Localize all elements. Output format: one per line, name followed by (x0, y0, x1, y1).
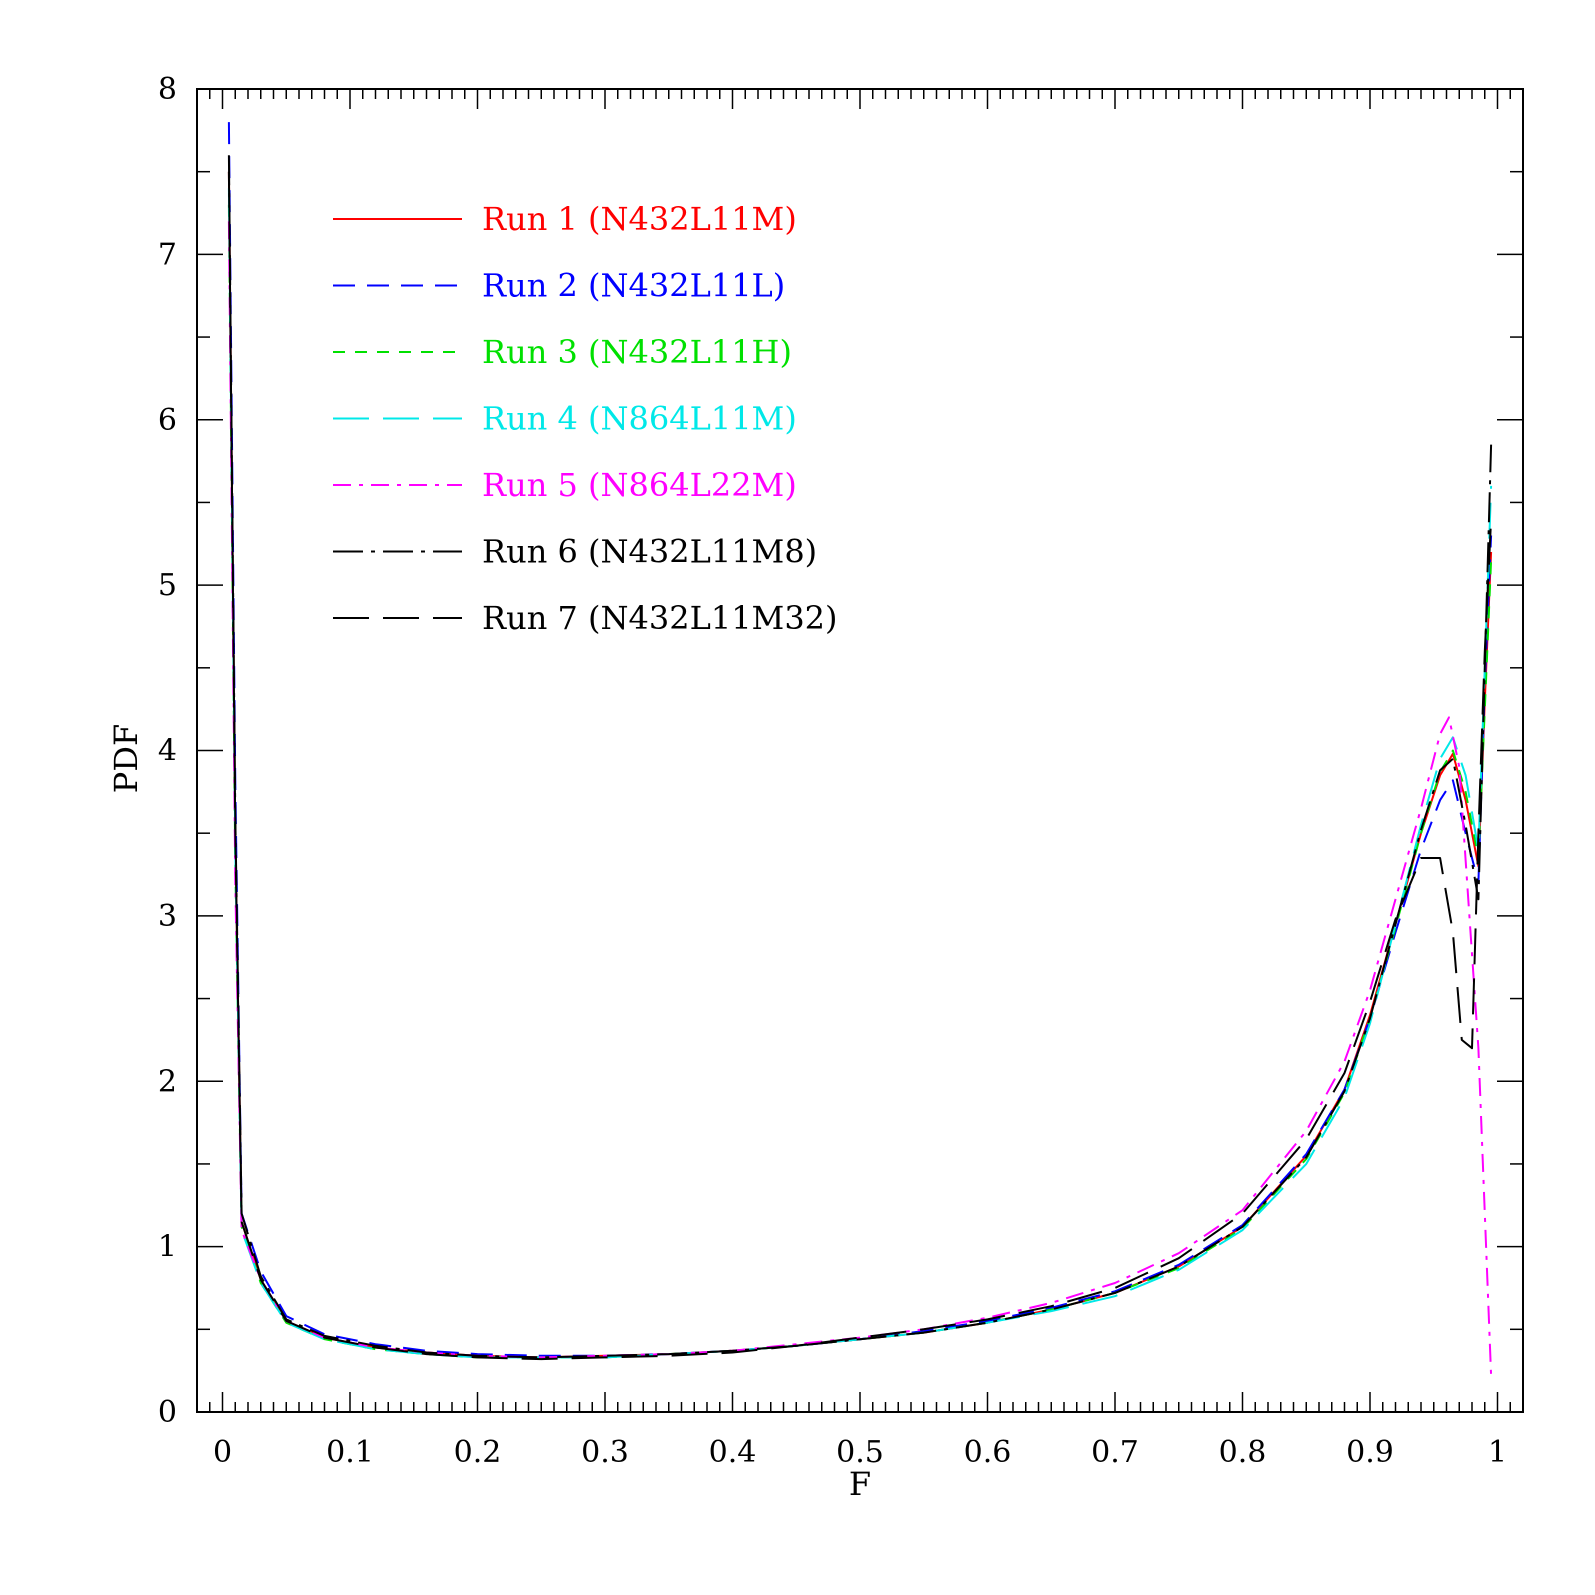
legend-label-run-7: Run 7 (N432L11M32) (482, 599, 838, 637)
x-tick-label: 0.3 (581, 1435, 629, 1470)
x-tick-label: 0.8 (1219, 1435, 1267, 1470)
x-tick-label: 0.7 (1091, 1435, 1139, 1470)
y-tick-label: 3 (158, 899, 177, 934)
series-line-run-4 (227, 188, 1493, 1359)
y-tick-label: 5 (158, 568, 177, 603)
x-tick-label: 0.6 (964, 1435, 1012, 1470)
x-tick-label: 0.9 (1346, 1435, 1394, 1470)
legend-label-run-6: Run 6 (N432L11M8) (482, 533, 817, 571)
tick-labels: 0 0.1 0.2 0.3 0.4 0.5 0.6 0.7 0.8 0.9 1 0 1 2 3 4 5 6 7 8 (158, 72, 1507, 1470)
legend-label-run-2: Run 2 (N432L11L) (482, 267, 785, 305)
y-tick-label: 2 (158, 1064, 177, 1099)
series-line-run-3 (227, 204, 1493, 1359)
plot-frame (196, 88, 1524, 1413)
y-tick-label: 1 (158, 1230, 177, 1265)
x-tick-label: 0 (213, 1435, 232, 1470)
y-tick-label: 6 (158, 403, 177, 438)
x-tick-label: 0.5 (836, 1435, 884, 1470)
y-tick-label: 4 (158, 734, 177, 769)
x-tick-label: 0.4 (709, 1435, 757, 1470)
series-line-run-7 (227, 171, 1493, 1361)
x-tick-label: 0.2 (454, 1435, 502, 1470)
y-tick-label: 7 (158, 237, 177, 272)
x-tick-label: 0.1 (326, 1435, 374, 1470)
series-line-run-5 (227, 221, 1493, 1376)
y-tick-label: 0 (158, 1395, 177, 1430)
y-tick-label: 8 (158, 72, 177, 107)
legend-label-run-3: Run 3 (N432L11H) (482, 333, 792, 371)
legend: Run 1 (N432L11M) Run 2 (N432L11L) Run 3 (N… (333, 200, 838, 637)
x-axis-label: F (849, 1465, 871, 1503)
series-line-run-6 (227, 155, 1493, 1359)
legend-label-run-4: Run 4 (N864L11M) (482, 400, 797, 438)
y-axis-label: PDF (107, 724, 145, 793)
plot-series (227, 122, 1493, 1376)
series-line-run-1 (227, 171, 1493, 1359)
legend-label-run-1: Run 1 (N432L11M) (482, 200, 797, 238)
series-line-run-2 (227, 122, 1493, 1357)
x-tick-label: 1 (1488, 1435, 1507, 1470)
axis-ticks (197, 88, 1523, 1413)
legend-label-run-5: Run 5 (N864L22M) (482, 466, 797, 504)
